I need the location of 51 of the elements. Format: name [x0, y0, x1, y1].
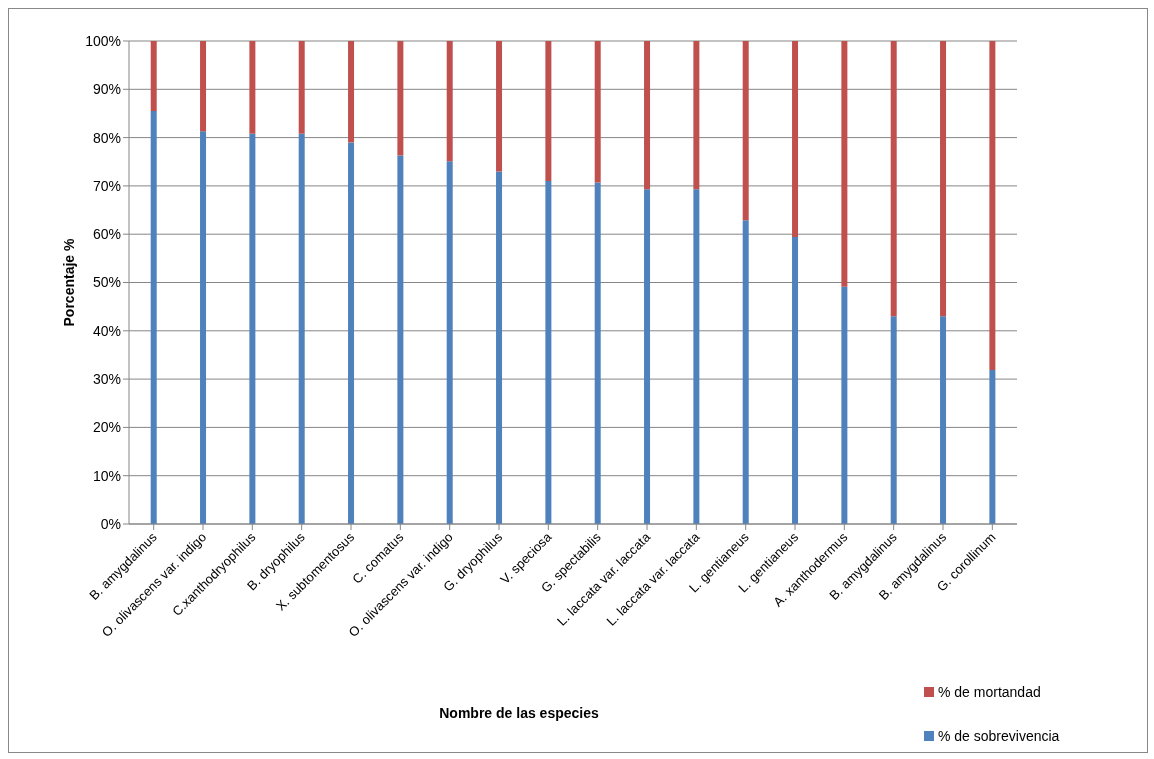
bar	[841, 286, 848, 524]
bar	[397, 155, 404, 524]
bar	[989, 41, 996, 370]
bar	[397, 41, 404, 156]
bar	[742, 220, 749, 524]
bar	[792, 237, 799, 524]
bar	[693, 189, 700, 524]
bar	[200, 41, 207, 132]
y-tick-label: 70%	[92, 177, 121, 194]
bar	[644, 189, 651, 524]
bar	[742, 41, 749, 221]
bar	[446, 161, 453, 524]
bar	[940, 316, 947, 524]
bar	[298, 133, 305, 524]
y-tick-label: 0%	[100, 515, 121, 532]
bar	[594, 182, 601, 524]
y-tick-label: 100%	[85, 32, 121, 49]
y-tick-label: 10%	[92, 467, 121, 484]
legend-label: % de mortandad	[938, 684, 1041, 700]
bar	[496, 171, 503, 524]
bar	[249, 41, 256, 134]
bar	[150, 111, 157, 524]
bar	[792, 41, 799, 238]
bar	[594, 41, 601, 183]
y-tick-label: 20%	[92, 419, 121, 436]
bar	[298, 41, 305, 134]
bar	[348, 142, 355, 524]
bar	[446, 41, 453, 162]
bar	[989, 369, 996, 524]
bar	[693, 41, 700, 190]
bar	[496, 41, 503, 172]
bar	[644, 41, 651, 190]
y-tick-label: 80%	[92, 129, 121, 146]
bar	[890, 316, 897, 524]
bar	[150, 41, 157, 112]
bar	[545, 181, 552, 524]
y-tick-label: 90%	[92, 81, 121, 98]
x-axis-title: Nombre de las especies	[438, 705, 600, 721]
y-tick-label: 40%	[92, 322, 121, 339]
bar	[348, 41, 355, 143]
y-axis-title: Porcentaje %	[60, 237, 77, 327]
bar	[200, 131, 207, 524]
bar	[841, 41, 848, 287]
bar	[545, 41, 552, 182]
y-tick-label: 50%	[92, 274, 121, 291]
y-tick-label: 30%	[92, 371, 121, 388]
legend-label: % de sobrevivencia	[938, 728, 1060, 744]
bar	[890, 41, 897, 317]
bar	[940, 41, 947, 317]
y-tick-label: 60%	[92, 226, 121, 243]
bar	[249, 133, 256, 524]
